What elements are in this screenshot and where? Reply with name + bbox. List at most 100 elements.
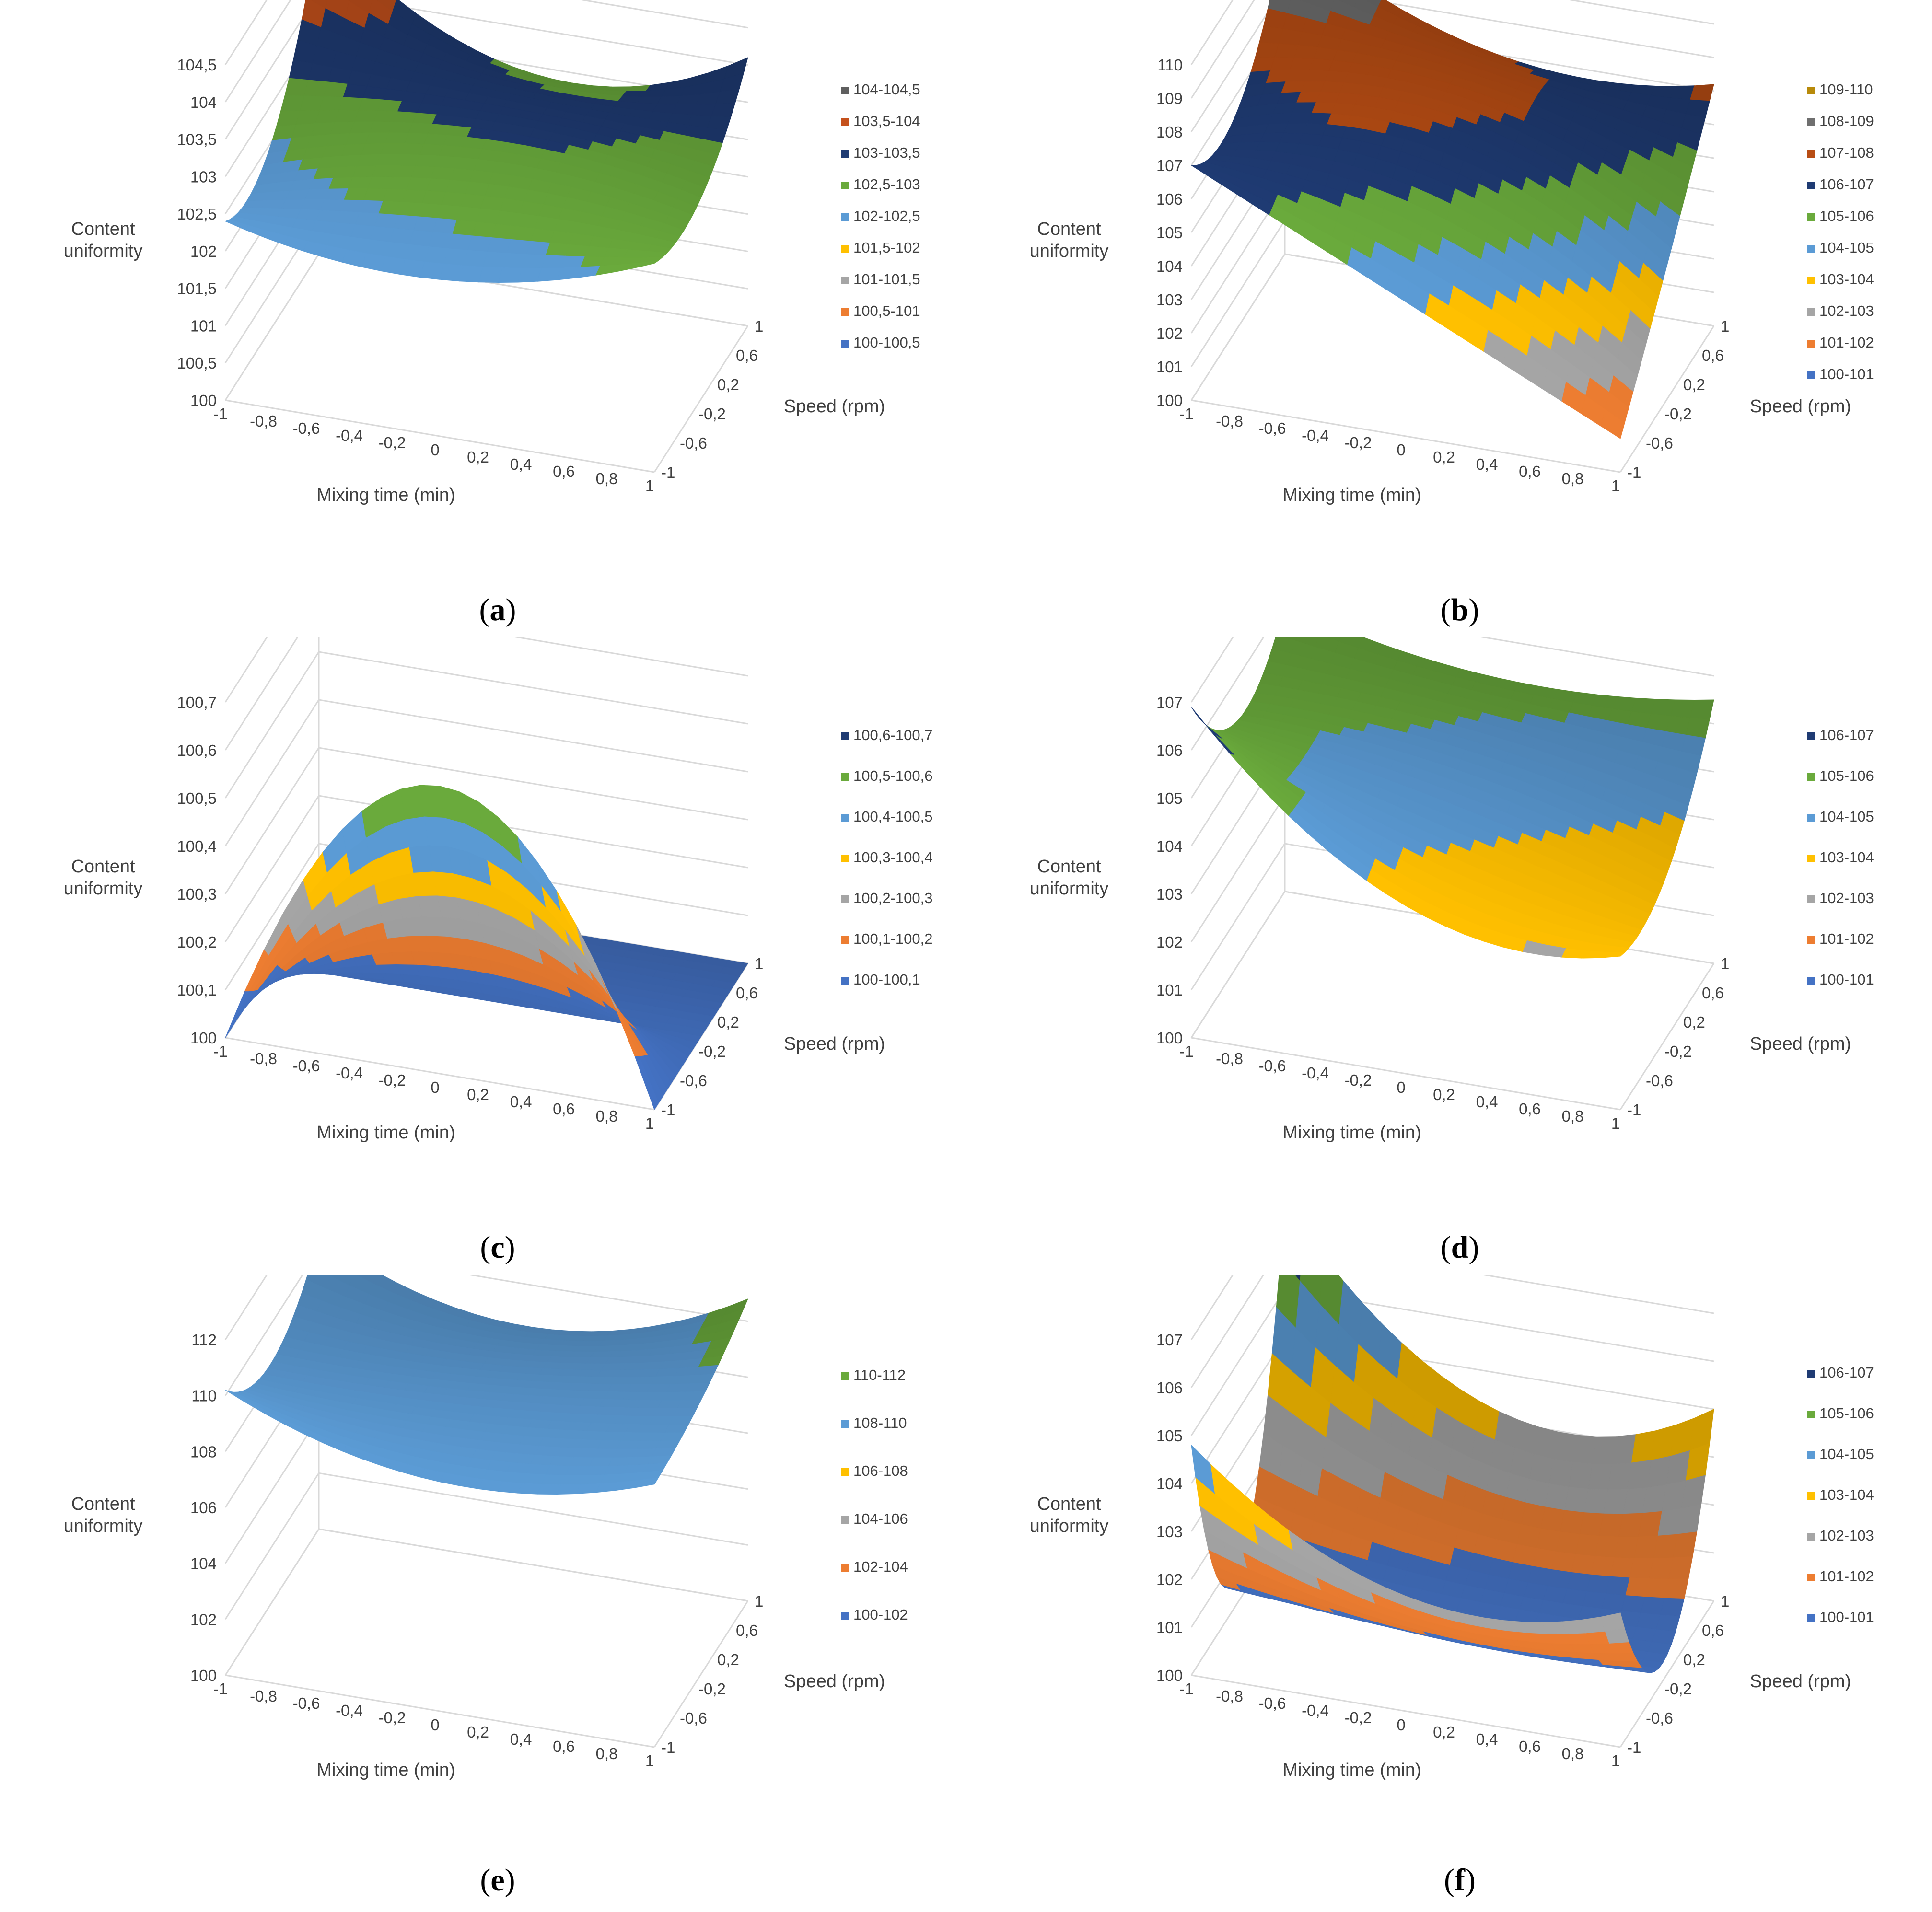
x-tick-label: -0,4 — [1302, 1702, 1329, 1719]
x-tick-label: 0 — [431, 1716, 439, 1734]
legend-label: 106-107 — [1819, 727, 1874, 743]
legend-label: 100-102 — [853, 1606, 908, 1623]
legend-label: 100,2-100,3 — [853, 890, 932, 906]
z-tick-label: 101,5 — [177, 280, 217, 298]
z-tick-label: 106 — [1156, 1379, 1183, 1397]
x-tick-label: -0,8 — [250, 412, 277, 430]
z-axis-title-line2: uniformity — [1030, 879, 1109, 899]
z-axis-title-line1: Content — [1037, 1494, 1101, 1514]
z-gridline — [1190, 0, 1234, 65]
x-tick-label: 0,6 — [1519, 463, 1541, 480]
surface-cell — [634, 1477, 659, 1488]
floor-right-edge — [653, 325, 749, 473]
z-tick-label: 104 — [190, 1555, 217, 1573]
surface-cell — [225, 991, 250, 1038]
y-axis-title: Speed (rpm) — [784, 396, 885, 417]
z-gridline — [224, 1528, 748, 1676]
legend-label: 103-103,5 — [853, 144, 920, 161]
y-tick-label: -0,6 — [1646, 1709, 1673, 1727]
x-tick-label: 0,4 — [1476, 1093, 1498, 1111]
x-tick-label: -0,6 — [293, 1694, 320, 1712]
caption-b: (b) — [1440, 592, 1479, 627]
legend-label: 104-105 — [1819, 239, 1874, 256]
z-gridline — [224, 1472, 748, 1620]
legend-swatch — [841, 977, 849, 985]
surface-cell — [634, 1056, 659, 1111]
z-tick-label: 100,1 — [177, 981, 217, 999]
y-axis-title: Speed (rpm) — [1750, 1034, 1851, 1054]
legend-swatch — [1807, 773, 1815, 781]
surface-cell — [1655, 1614, 1680, 1632]
caption-e-label: e — [490, 1863, 505, 1898]
legend-swatch — [1807, 277, 1815, 284]
legend-label: 103-104 — [1819, 849, 1874, 866]
surface — [225, 785, 748, 1111]
z-gridline — [224, 747, 748, 894]
legend-swatch — [841, 1516, 849, 1524]
y-tick-label: 0,2 — [717, 376, 739, 394]
legend-label: 101,5-102 — [853, 239, 920, 256]
y-tick-label: -0,6 — [1646, 434, 1673, 452]
surface-cell — [1600, 408, 1625, 439]
z-gridline — [224, 1275, 748, 1396]
x-tick-label: 0,2 — [467, 1723, 489, 1741]
legend-label: 101-102 — [1819, 1568, 1874, 1585]
x-tick-label: -0,2 — [1345, 1071, 1372, 1089]
y-axis-title: Speed (rpm) — [784, 1671, 885, 1692]
x-tick-label: 0 — [431, 1078, 439, 1096]
surface-cell — [229, 990, 254, 1031]
x-tick-label: 0 — [1397, 441, 1405, 459]
y-axis-title: Speed (rpm) — [1750, 396, 1851, 417]
y-tick-label: 0,2 — [1683, 1651, 1705, 1669]
z-tick-label: 105 — [1156, 789, 1183, 807]
floor-front-edge — [225, 1674, 655, 1748]
z-tick-label: 108 — [1156, 123, 1183, 141]
surface-cell — [1600, 951, 1626, 958]
x-tick-label: 0,4 — [510, 1093, 532, 1111]
y-tick-label: 0,6 — [736, 984, 758, 1002]
y-tick-label: 1 — [1721, 317, 1729, 335]
x-tick-label: 0,4 — [510, 455, 532, 473]
z-axis-title-line1: Content — [71, 219, 135, 239]
legend-swatch — [841, 1564, 849, 1572]
legend-swatch — [1807, 732, 1815, 740]
legend-swatch — [1807, 371, 1815, 379]
z-tick-label: 102 — [190, 1611, 217, 1628]
z-tick-label: 107 — [1156, 1331, 1183, 1349]
legend-label: 103,5-104 — [853, 113, 920, 129]
legend-swatch — [841, 1468, 849, 1476]
legend-label: 106-108 — [853, 1462, 908, 1479]
z-tick-label: 104 — [1156, 837, 1183, 855]
z-tick-label: 112 — [191, 1331, 217, 1349]
legend-label: 100-101 — [1819, 366, 1874, 382]
legend-label: 103-104 — [1819, 1486, 1874, 1503]
legend: 106-107 105-106 104-105 103-104 102-103 101-1… — [1807, 727, 1874, 988]
x-tick-label: 1 — [645, 1752, 654, 1770]
legend-label: 101-101,5 — [853, 271, 920, 288]
legend-swatch — [841, 245, 849, 253]
x-tick-label: 1 — [1611, 1752, 1620, 1770]
y-tick-label: -1 — [1627, 1738, 1641, 1756]
x-axis-title: Mixing time (min) — [1282, 1123, 1421, 1143]
y-tick-label: 0,6 — [1702, 347, 1724, 364]
legend: 100,6-100,7 100,5-100,6 100,4-100,5 100,3-1… — [841, 727, 932, 988]
x-tick-label: -0,6 — [293, 1057, 320, 1075]
legend: 106-107 105-106 104-105 103-104 102-103 101-1… — [1807, 1364, 1874, 1625]
legend-label: 101-102 — [1819, 334, 1874, 351]
z-tick-label: 110 — [1157, 56, 1183, 74]
z-tick-label: 105 — [1156, 1427, 1183, 1445]
surface-cell — [664, 1424, 689, 1433]
chart-panel-a: 100100,5101101,5102102,5103103,5104104,5… — [64, 0, 920, 505]
z-tick-label: 100 — [190, 1667, 217, 1684]
x-tick-label: -0,8 — [250, 1687, 277, 1705]
x-tick-label: -1 — [1179, 1680, 1193, 1698]
z-tick-label: 104,5 — [177, 56, 217, 74]
z-axis-title-line2: uniformity — [64, 879, 143, 899]
surface — [224, 0, 748, 283]
x-axis-title: Mixing time (min) — [316, 1760, 455, 1780]
